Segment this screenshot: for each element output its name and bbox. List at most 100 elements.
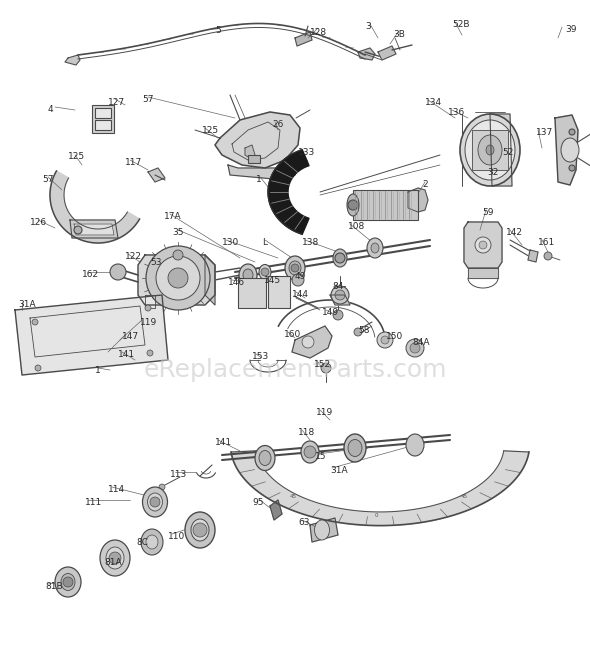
Polygon shape	[228, 165, 295, 180]
Text: 144: 144	[292, 290, 309, 299]
Circle shape	[291, 264, 299, 272]
Bar	[472, 130, 508, 170]
Text: 127: 127	[108, 98, 125, 107]
Text: 128: 128	[310, 28, 327, 37]
Ellipse shape	[478, 135, 502, 165]
Polygon shape	[50, 171, 140, 243]
Text: 125: 125	[68, 152, 85, 161]
Polygon shape	[464, 222, 502, 268]
Text: 161: 161	[538, 238, 555, 247]
Ellipse shape	[243, 269, 253, 281]
Text: 147: 147	[122, 332, 139, 341]
Text: 114: 114	[108, 485, 125, 494]
Circle shape	[475, 237, 491, 253]
Circle shape	[479, 241, 487, 249]
Circle shape	[156, 256, 200, 300]
Circle shape	[147, 350, 153, 356]
Polygon shape	[145, 295, 155, 308]
Circle shape	[335, 290, 345, 300]
Ellipse shape	[333, 249, 347, 267]
Bar	[92, 105, 114, 133]
Bar	[238, 278, 266, 308]
Text: 119: 119	[316, 408, 333, 417]
Polygon shape	[292, 326, 332, 358]
Text: 130: 130	[222, 238, 240, 247]
Text: 15: 15	[315, 452, 326, 461]
Text: 113: 113	[170, 470, 187, 479]
Text: 160: 160	[284, 330, 301, 339]
Ellipse shape	[344, 434, 366, 462]
Ellipse shape	[314, 520, 329, 540]
Text: 137: 137	[536, 128, 553, 137]
Ellipse shape	[100, 540, 130, 576]
Text: 126: 126	[30, 218, 47, 227]
Circle shape	[146, 246, 210, 310]
Circle shape	[63, 577, 73, 587]
Ellipse shape	[465, 120, 515, 180]
Polygon shape	[30, 306, 145, 357]
Bar	[248, 155, 260, 163]
Text: 45: 45	[460, 494, 467, 499]
Text: 45: 45	[290, 494, 297, 499]
Text: 111: 111	[85, 498, 102, 507]
Text: 162: 162	[82, 270, 99, 279]
Text: 153: 153	[252, 352, 269, 361]
Circle shape	[193, 523, 207, 537]
Ellipse shape	[143, 487, 168, 517]
Bar	[353, 190, 418, 220]
Text: 32: 32	[487, 168, 499, 177]
Polygon shape	[270, 500, 282, 520]
Text: 110: 110	[168, 532, 185, 541]
Circle shape	[406, 339, 424, 357]
Ellipse shape	[486, 145, 494, 155]
Circle shape	[331, 286, 349, 304]
Text: 1: 1	[256, 175, 262, 184]
Ellipse shape	[348, 440, 362, 456]
Circle shape	[110, 264, 126, 280]
Ellipse shape	[259, 264, 271, 280]
Circle shape	[335, 253, 345, 263]
Text: 119: 119	[140, 318, 158, 327]
Polygon shape	[468, 268, 498, 278]
Polygon shape	[15, 295, 168, 375]
Circle shape	[333, 310, 343, 320]
Ellipse shape	[289, 261, 301, 275]
Text: 17A: 17A	[164, 212, 182, 221]
Text: 95: 95	[252, 498, 264, 507]
Circle shape	[173, 250, 183, 260]
Text: 149: 149	[322, 308, 339, 317]
Text: 4: 4	[48, 105, 54, 114]
Circle shape	[109, 552, 121, 564]
Polygon shape	[232, 122, 280, 160]
Text: 81B: 81B	[45, 582, 63, 591]
Polygon shape	[205, 255, 215, 305]
Text: 3: 3	[365, 22, 371, 31]
Bar	[95, 108, 111, 118]
Text: 122: 122	[125, 252, 142, 261]
Text: 84: 84	[332, 282, 343, 291]
Ellipse shape	[185, 512, 215, 548]
Text: 1: 1	[95, 366, 101, 375]
Ellipse shape	[285, 256, 305, 280]
Polygon shape	[268, 150, 309, 234]
Text: 3B: 3B	[393, 30, 405, 39]
Text: 138: 138	[302, 238, 319, 247]
Circle shape	[145, 305, 151, 311]
Ellipse shape	[259, 450, 271, 466]
Circle shape	[569, 165, 575, 171]
Text: 133: 133	[298, 148, 315, 157]
Text: 39: 39	[565, 25, 576, 34]
Circle shape	[381, 336, 389, 344]
Polygon shape	[330, 295, 350, 305]
Text: 49: 49	[295, 272, 306, 281]
Text: 8C: 8C	[136, 538, 148, 547]
Polygon shape	[490, 114, 512, 186]
Text: 152: 152	[314, 360, 331, 369]
Text: 108: 108	[348, 222, 365, 231]
Text: 142: 142	[506, 228, 523, 237]
Text: 141: 141	[215, 438, 232, 447]
Circle shape	[377, 332, 393, 348]
Text: 31A: 31A	[18, 300, 35, 309]
Text: 2: 2	[422, 180, 428, 189]
Polygon shape	[295, 32, 312, 46]
